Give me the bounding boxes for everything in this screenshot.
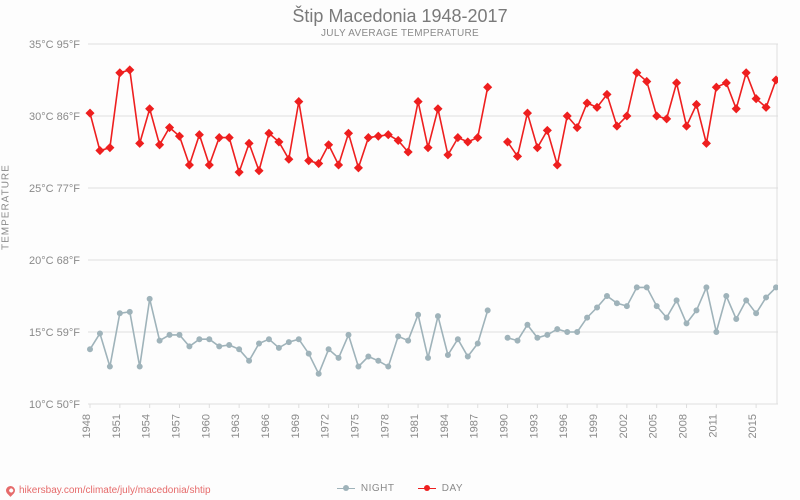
svg-text:1951: 1951	[111, 414, 123, 438]
svg-text:1963: 1963	[230, 414, 242, 438]
svg-text:25°C 77°F: 25°C 77°F	[29, 183, 80, 195]
plot-svg: 10°C 50°F 15°C 59°F 20°C 68°F 25°C 77°F 30°C…	[8, 40, 778, 460]
source-url-text: hikersbay.com/climate/july/macedonia/sht…	[19, 485, 211, 496]
svg-text:2011: 2011	[707, 414, 719, 438]
svg-text:1981: 1981	[409, 414, 421, 438]
chart-title: Štip Macedonia 1948-2017	[0, 6, 800, 27]
svg-text:10°C 50°F: 10°C 50°F	[29, 399, 80, 411]
svg-text:1999: 1999	[588, 414, 600, 438]
svg-text:1978: 1978	[379, 414, 391, 438]
svg-text:2005: 2005	[648, 414, 660, 438]
svg-text:1960: 1960	[200, 414, 212, 438]
svg-text:35°C 95°F: 35°C 95°F	[29, 40, 80, 51]
map-pin-icon	[4, 484, 17, 497]
svg-text:1996: 1996	[558, 414, 570, 438]
temperature-chart: Štip Macedonia 1948-2017 JULY AVERAGE TE…	[0, 0, 800, 500]
svg-text:1993: 1993	[528, 414, 540, 438]
svg-text:1948: 1948	[81, 414, 93, 438]
svg-text:1975: 1975	[349, 414, 361, 438]
legend-night-label: NIGHT	[361, 483, 395, 494]
svg-text:15°C 59°F: 15°C 59°F	[29, 327, 80, 339]
legend-night: NIGHT	[337, 483, 395, 494]
chart-subtitle: JULY AVERAGE TEMPERATURE	[0, 28, 800, 39]
svg-text:20°C 68°F: 20°C 68°F	[29, 255, 80, 267]
svg-text:1954: 1954	[141, 414, 153, 438]
source-link[interactable]: hikersbay.com/climate/july/macedonia/sht…	[6, 485, 211, 496]
plot-area: 10°C 50°F 15°C 59°F 20°C 68°F 25°C 77°F 30°C…	[8, 40, 698, 420]
svg-text:1957: 1957	[170, 414, 182, 438]
svg-text:1972: 1972	[320, 414, 332, 438]
svg-text:1984: 1984	[439, 414, 451, 438]
svg-text:1969: 1969	[290, 414, 302, 438]
legend-day-label: DAY	[442, 483, 463, 494]
legend-day: DAY	[418, 483, 463, 494]
legend-swatch-day	[418, 488, 436, 489]
svg-text:2008: 2008	[678, 414, 690, 438]
svg-text:1966: 1966	[260, 414, 272, 438]
svg-text:2002: 2002	[618, 414, 630, 438]
svg-text:1990: 1990	[499, 414, 511, 438]
svg-text:2015: 2015	[747, 414, 759, 438]
legend-swatch-night	[337, 488, 355, 489]
svg-text:1987: 1987	[469, 414, 481, 438]
svg-text:30°C 86°F: 30°C 86°F	[29, 111, 80, 123]
